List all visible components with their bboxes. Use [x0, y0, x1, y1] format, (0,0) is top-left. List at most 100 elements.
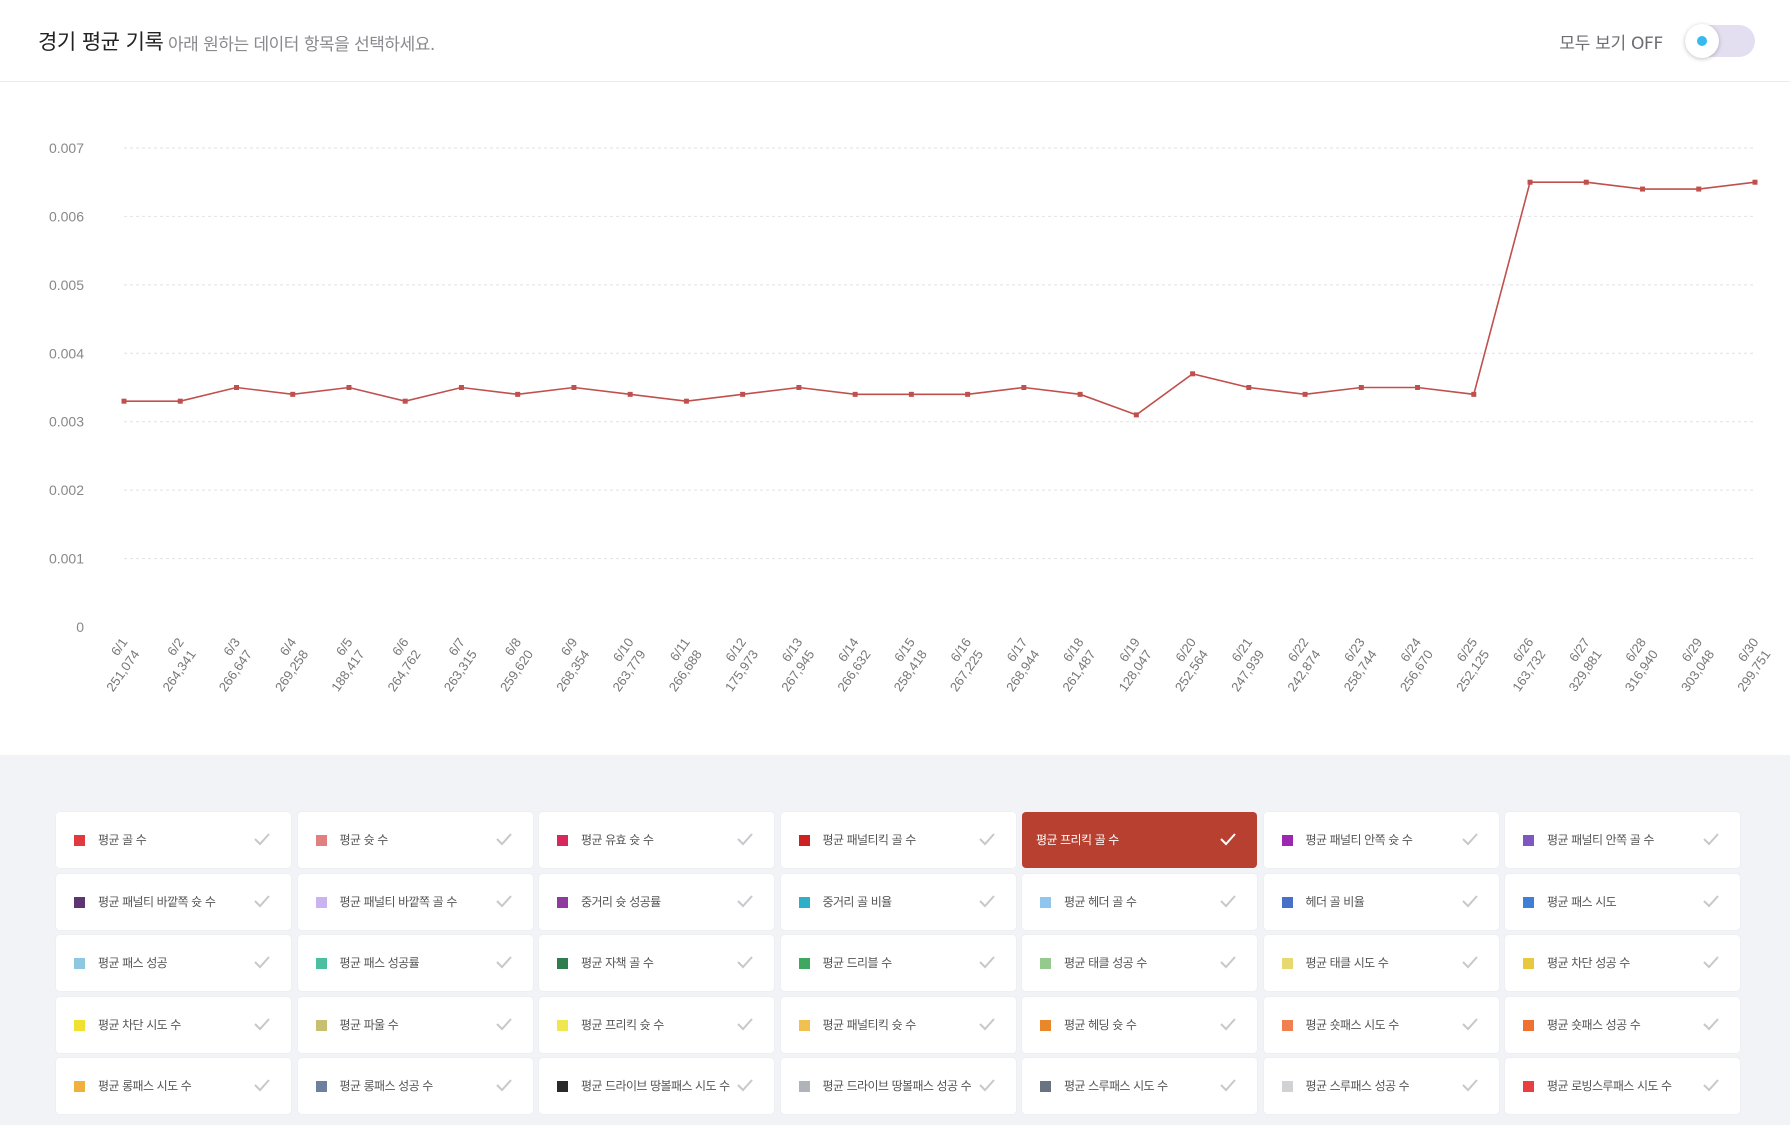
data-point [627, 391, 633, 397]
legend-item[interactable]: 평균 패널티 안쪽 골 수 [1505, 812, 1740, 868]
legend-swatch [557, 1081, 568, 1092]
legend-label: 평균 롱패스 성공 수 [339, 1079, 434, 1093]
check-icon [737, 1079, 753, 1092]
legend-item[interactable]: 평균 프리킥 골 수 [1022, 812, 1257, 868]
check-icon [1703, 894, 1719, 907]
legend-swatch [315, 896, 327, 908]
legend-label: 평균 패널티킥 슛 수 [822, 1017, 917, 1032]
legend-swatch [1281, 896, 1293, 908]
data-point [290, 391, 296, 397]
y-tick-label: 0.003 [49, 414, 84, 430]
legend-swatch [315, 1081, 327, 1092]
legend-item[interactable]: 평균 골 수 [56, 812, 291, 868]
legend-label: 평균 패널티 바깥쪽 골 수 [339, 894, 458, 909]
check-icon [1461, 1017, 1478, 1030]
legend-swatch [557, 1019, 568, 1031]
data-point [965, 391, 971, 397]
legend-swatch [315, 958, 327, 969]
legend-swatch [74, 958, 85, 969]
line-chart-svg: 00.0010.0020.0030.0040.0050.0060.0076/12… [49, 140, 1774, 694]
legend-swatch [798, 958, 810, 969]
data-point [1696, 186, 1702, 192]
data-point [1752, 179, 1758, 185]
legend-swatch [315, 1019, 327, 1031]
legend-swatch [1040, 958, 1051, 969]
legend-label: 평균 차단 시도 수 [98, 1017, 181, 1032]
legend-item[interactable]: 평균 헤더 골 수 [1022, 873, 1257, 930]
header-bar: 경기 평균 기록 아래 원하는 데이터 항목을 선택하세요. 모두 보기 OFF [0, 0, 1790, 82]
legend-item[interactable]: 평균 스루패스 성공 수 [1263, 1058, 1499, 1114]
legend-item[interactable]: 평균 태클 시도 수 [1263, 935, 1499, 991]
legend-item[interactable]: 평균 드라이브 땅볼패스 성공 수 [780, 1058, 1016, 1114]
y-tick-label: 0.004 [49, 345, 84, 361]
legend-item[interactable]: 평균 로빙스루패스 시도 수 [1505, 1058, 1740, 1114]
data-point [1415, 385, 1421, 390]
data-point [1640, 186, 1646, 192]
legend-item[interactable]: 헤더 골 비율 [1263, 873, 1499, 930]
toggle-dot [1697, 36, 1707, 46]
legend-item[interactable]: 평균 드리블 수 [780, 935, 1016, 991]
legend-swatch [557, 958, 568, 969]
legend-item[interactable]: 평균 패널티킥 골 수 [780, 812, 1016, 868]
legend-item[interactable]: 평균 드라이브 땅볼패스 시도 수 [539, 1058, 774, 1114]
legend-panel: 평균 골 수 평균 슛 수 평균 유효 슛 수 평균 패널티킥 골 수 평균 프리킥 골… [0, 755, 1790, 1125]
legend-item[interactable]: 평균 패스 성공률 [297, 935, 533, 991]
check-icon [1461, 894, 1478, 907]
legend-swatch [798, 1081, 810, 1092]
legend-swatch [1523, 1081, 1534, 1092]
check-icon [737, 833, 753, 846]
legend-item[interactable]: 평균 패널티킥 슛 수 [780, 996, 1016, 1053]
data-point [1527, 179, 1533, 185]
legend-item[interactable]: 평균 패널티 바깥쪽 골 수 [297, 873, 533, 930]
legend-item[interactable]: 평균 프리킥 슛 수 [539, 996, 774, 1053]
legend-label: 평균 패스 성공 [98, 956, 168, 970]
legend-item[interactable]: 평균 패널티 안쪽 슛 수 [1263, 812, 1499, 868]
data-point [515, 391, 521, 397]
legend-item[interactable]: 평균 태클 성공 수 [1022, 935, 1257, 991]
legend-label: 평균 패널티 안쪽 슛 수 [1305, 833, 1413, 847]
legend-swatch [74, 1081, 85, 1092]
check-icon [1220, 833, 1236, 846]
legend-swatch [798, 896, 810, 908]
check-icon [495, 1017, 512, 1030]
legend-swatch [1281, 1019, 1293, 1031]
legend-item[interactable]: 중거리 골 비율 [780, 873, 1016, 930]
data-point [852, 391, 858, 397]
page-title: 경기 평균 기록 [38, 30, 164, 54]
check-icon [978, 833, 995, 846]
legend-item[interactable]: 평균 자책 골 수 [539, 935, 774, 991]
legend-item[interactable]: 평균 패스 성공 [56, 935, 291, 991]
legend-item[interactable]: 평균 차단 시도 수 [56, 996, 291, 1053]
legend-swatch [74, 896, 85, 908]
legend-item[interactable]: 평균 슛 수 [297, 812, 533, 868]
legend-label: 평균 패널티 안쪽 골 수 [1547, 833, 1654, 847]
toggle-knob[interactable] [1685, 24, 1719, 58]
legend-swatch [798, 835, 810, 846]
page-subtitle: 아래 원하는 데이터 항목을 선택하세요. [168, 35, 435, 55]
check-icon [1703, 833, 1719, 846]
show-all-toggle[interactable] [1685, 24, 1755, 58]
data-point [402, 398, 408, 404]
legend-item[interactable]: 평균 헤딩 슛 수 [1022, 996, 1257, 1053]
data-point [1358, 385, 1364, 390]
data-point [458, 385, 464, 390]
legend-item[interactable]: 평균 롱패스 시도 수 [56, 1058, 291, 1114]
legend-label: 평균 스루패스 시도 수 [1064, 1079, 1168, 1093]
legend-item[interactable]: 평균 패널티 바깥쪽 슛 수 [56, 873, 291, 930]
legend-item[interactable]: 평균 패스 시도 [1505, 873, 1740, 930]
y-tick-label: 0.007 [49, 140, 84, 156]
legend-label: 평균 태클 성공 수 [1064, 956, 1147, 970]
data-point [740, 391, 746, 397]
legend-swatch [798, 1019, 810, 1031]
legend-item[interactable]: 평균 숏패스 시도 수 [1263, 996, 1499, 1053]
check-icon [978, 1017, 995, 1030]
legend-item[interactable]: 평균 파울 수 [297, 996, 533, 1053]
legend-item[interactable]: 중거리 슛 성공률 [539, 873, 774, 930]
legend-item[interactable]: 평균 유효 슛 수 [539, 812, 774, 868]
legend-item[interactable]: 평균 롱패스 성공 수 [297, 1058, 533, 1114]
legend-item[interactable]: 평균 차단 성공 수 [1505, 935, 1740, 991]
legend-item[interactable]: 평균 숏패스 성공 수 [1505, 996, 1740, 1053]
legend-label: 평균 태클 시도 수 [1305, 956, 1389, 970]
legend-item[interactable]: 평균 스루패스 시도 수 [1022, 1058, 1257, 1114]
legend-label: 평균 숏패스 시도 수 [1305, 1017, 1400, 1032]
